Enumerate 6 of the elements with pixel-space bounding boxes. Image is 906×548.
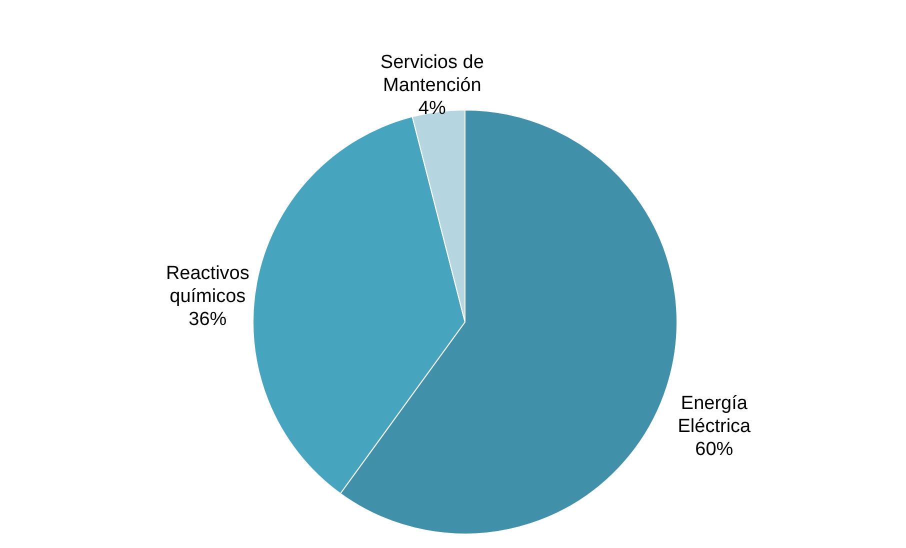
- slice-label: Reactivos químicos: [166, 262, 250, 307]
- slice-label: Energía Eléctrica: [678, 392, 752, 437]
- data-label: 36%: [188, 308, 227, 330]
- data-label: 60%: [695, 438, 734, 460]
- slice-label: Servicios de Mantención: [380, 52, 484, 96]
- data-label: 4%: [418, 98, 446, 120]
